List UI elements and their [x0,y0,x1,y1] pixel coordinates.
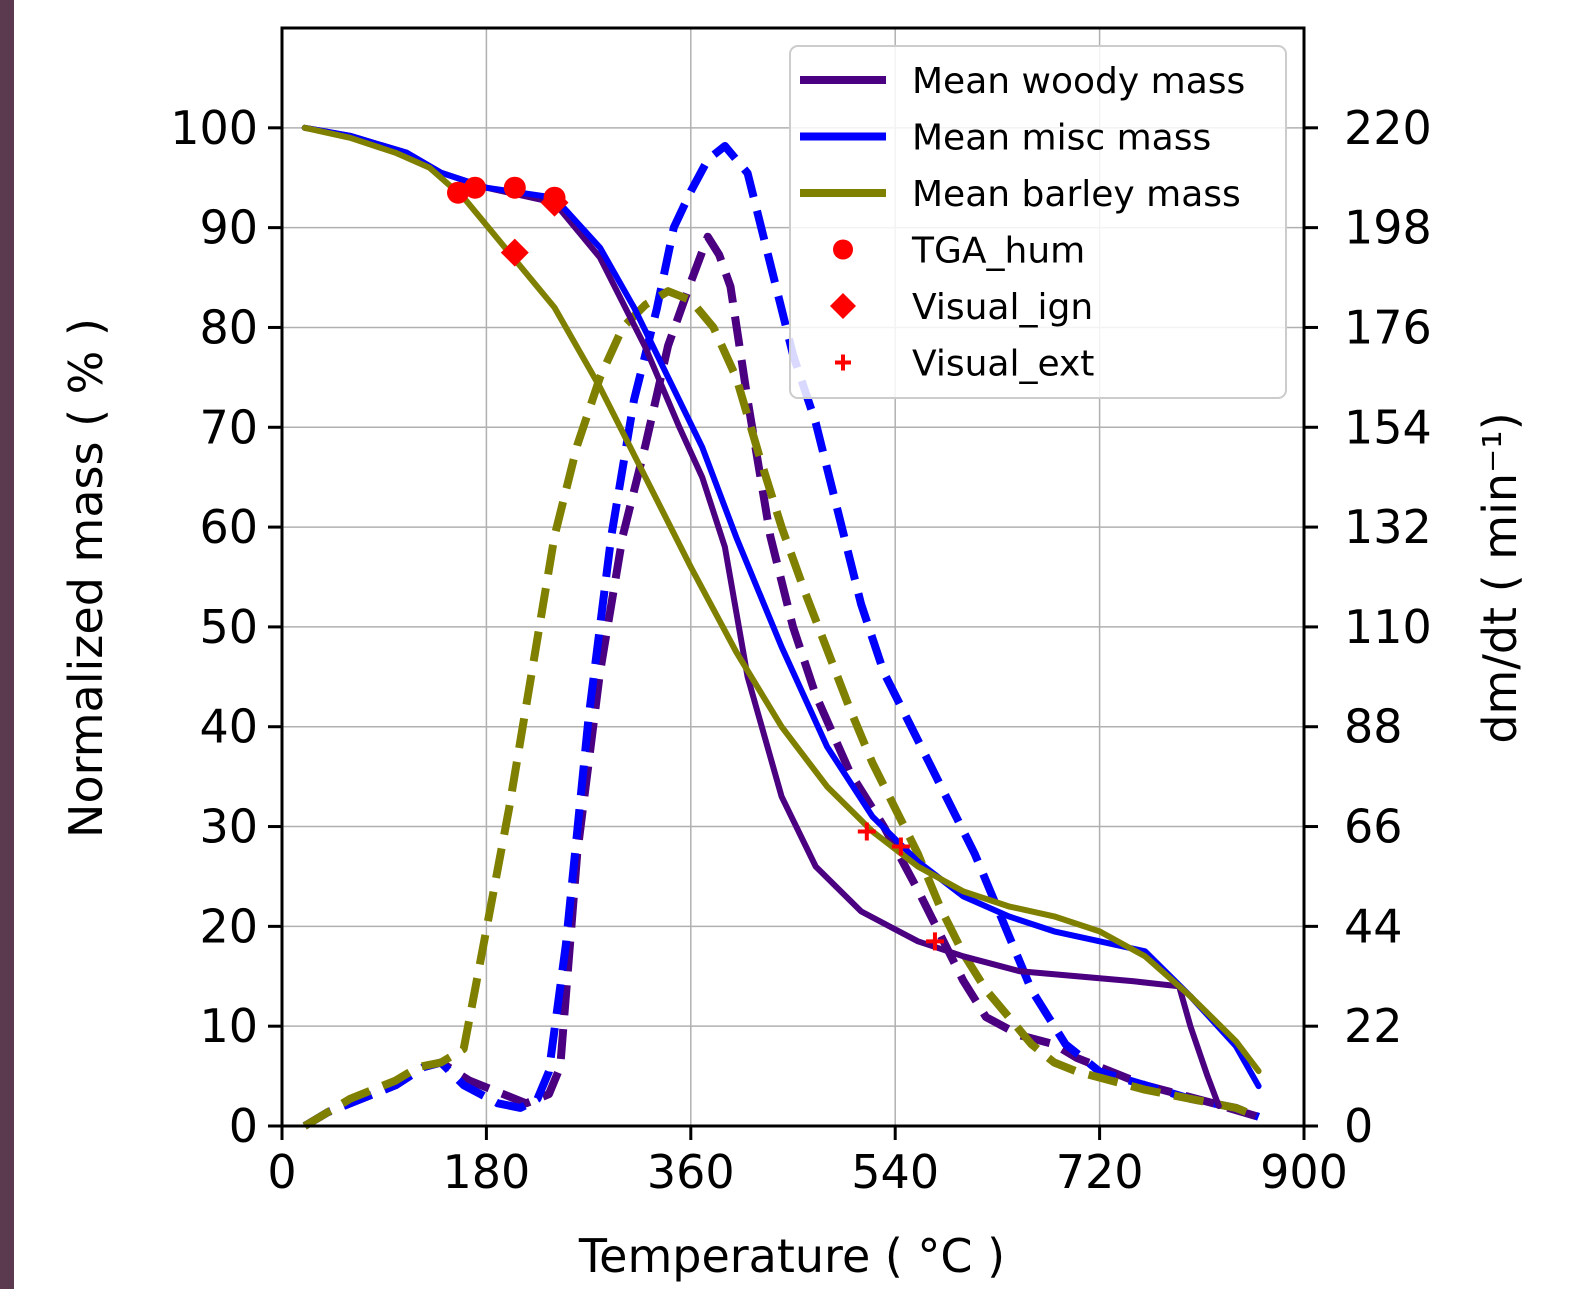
y-tick-label: 30 [199,800,258,854]
visual-ext-marker [835,354,851,371]
legend-box [789,45,1287,399]
x-tick-label: 180 [442,1145,530,1199]
x-axis-ticks: 0 180 360 540 720 900 [267,1126,1348,1199]
visual-ext-marker [857,822,876,841]
tga-hum-marker [464,176,487,199]
y2-axis-label: dm/dt ( min⁻¹) [1473,412,1527,743]
y2-tick-label: 66 [1344,800,1403,854]
y-tick-label: 90 [199,201,258,255]
legend-label: Mean woody mass [912,61,1245,102]
y-tick-label: 60 [199,500,258,554]
y2-tick-label: 220 [1344,101,1432,155]
visual-ign-marker [500,238,529,267]
y2-tick-label: 154 [1344,400,1432,454]
left-edge-strip [0,0,14,1289]
y2-tick-label: 0 [1344,1099,1373,1153]
rate-line [302,142,1261,1130]
legend-label: Visual_ign [912,287,1093,328]
legend-label: Mean barley mass [912,174,1241,215]
tga-hum-marker [503,176,526,199]
legend-label: Mean misc mass [912,118,1211,159]
y2-tick-label: 44 [1344,899,1403,953]
y-tick-label: 40 [199,700,258,754]
y-tick-label: 0 [229,1099,258,1153]
y-tick-label: 70 [199,400,258,454]
plot-frame [280,26,1306,1128]
y-axis-ticks: 0 10 20 30 40 50 60 70 80 90 100 [170,101,282,1153]
y-tick-label: 10 [199,999,258,1053]
rate-line [302,232,1260,1130]
marker-group [447,176,944,951]
y2-tick-label: 198 [1344,201,1432,255]
y2-tick-label: 88 [1344,700,1403,754]
visual-ign-marker [540,188,569,217]
y-tick-label: 50 [199,600,258,654]
tga-hum-marker [447,181,470,204]
y2-tick-label: 110 [1344,600,1432,654]
y-tick-label: 80 [199,300,258,354]
x-tick-label: 720 [1056,1145,1144,1199]
rate-line [302,287,1261,1130]
visual-ext-marker [925,932,944,951]
y2-tick-label: 22 [1344,999,1403,1053]
y2-axis-ticks: 0 22 44 66 88 110 132 154 176 198 220 [1304,101,1432,1153]
legend-label: TGA_hum [911,231,1085,272]
legend: Mean woody mass Mean misc mass Mean barley… [789,45,1287,399]
y-axis-label: Normalized mass ( % ) [59,318,113,838]
x-tick-label: 540 [851,1145,939,1199]
x-axis-label: Temperature ( °C ) [578,1229,1005,1283]
rate-series-group [302,142,1261,1130]
x-tick-label: 360 [647,1145,735,1199]
legend-label: Visual_ext [912,344,1094,385]
y2-tick-label: 176 [1344,300,1432,354]
visual-ign-marker [830,293,856,319]
visual-ext-marker [891,837,910,856]
y2-tick-label: 132 [1344,500,1432,554]
x-tick-label: 0 [267,1145,296,1199]
y-tick-label: 100 [170,101,258,155]
x-tick-label: 900 [1260,1145,1348,1199]
tga-hum-marker [833,239,853,260]
y-tick-label: 20 [199,899,258,953]
